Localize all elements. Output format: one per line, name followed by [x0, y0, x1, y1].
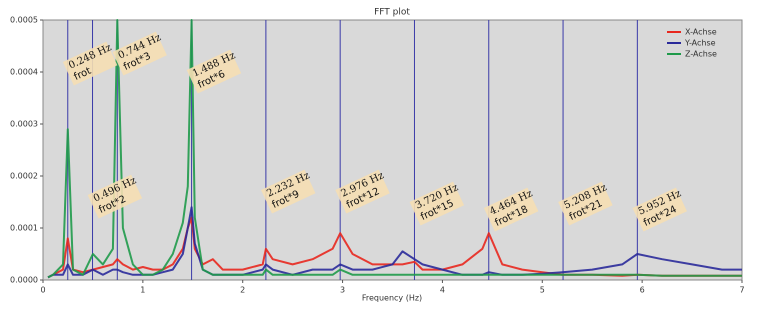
y-tick-label: 0.0001	[10, 224, 38, 233]
x-tick-label: 6	[640, 286, 645, 295]
x-tick-label: 0	[40, 286, 45, 295]
x-tick-label: 4	[440, 286, 445, 295]
chart: FFT plot Frequency (Hz) 0 1 2 3 4 5 6 7 0.0000 0.…	[0, 0, 757, 311]
x-tick-label: 2	[240, 286, 245, 295]
chart-title: FFT plot	[374, 8, 410, 18]
x-tick-label: 7	[739, 286, 744, 295]
legend: X-Achse Y-Achse Z-Achse	[667, 28, 717, 59]
legend-label: Z-Achse	[685, 50, 717, 59]
legend-label: Y-Achse	[684, 39, 716, 48]
y-tick-label: 0.0002	[10, 172, 38, 181]
x-axis-label: Frequency (Hz)	[362, 294, 422, 303]
y-tick-label: 0.0005	[10, 16, 38, 25]
y-tick-label: 0.0000	[10, 276, 38, 285]
y-tick-label: 0.0004	[10, 68, 38, 77]
x-tick-label: 3	[340, 286, 345, 295]
x-tick-label: 1	[140, 286, 145, 295]
x-tick-label: 5	[540, 286, 545, 295]
legend-label: X-Achse	[685, 28, 717, 37]
y-tick-label: 0.0003	[10, 120, 38, 129]
